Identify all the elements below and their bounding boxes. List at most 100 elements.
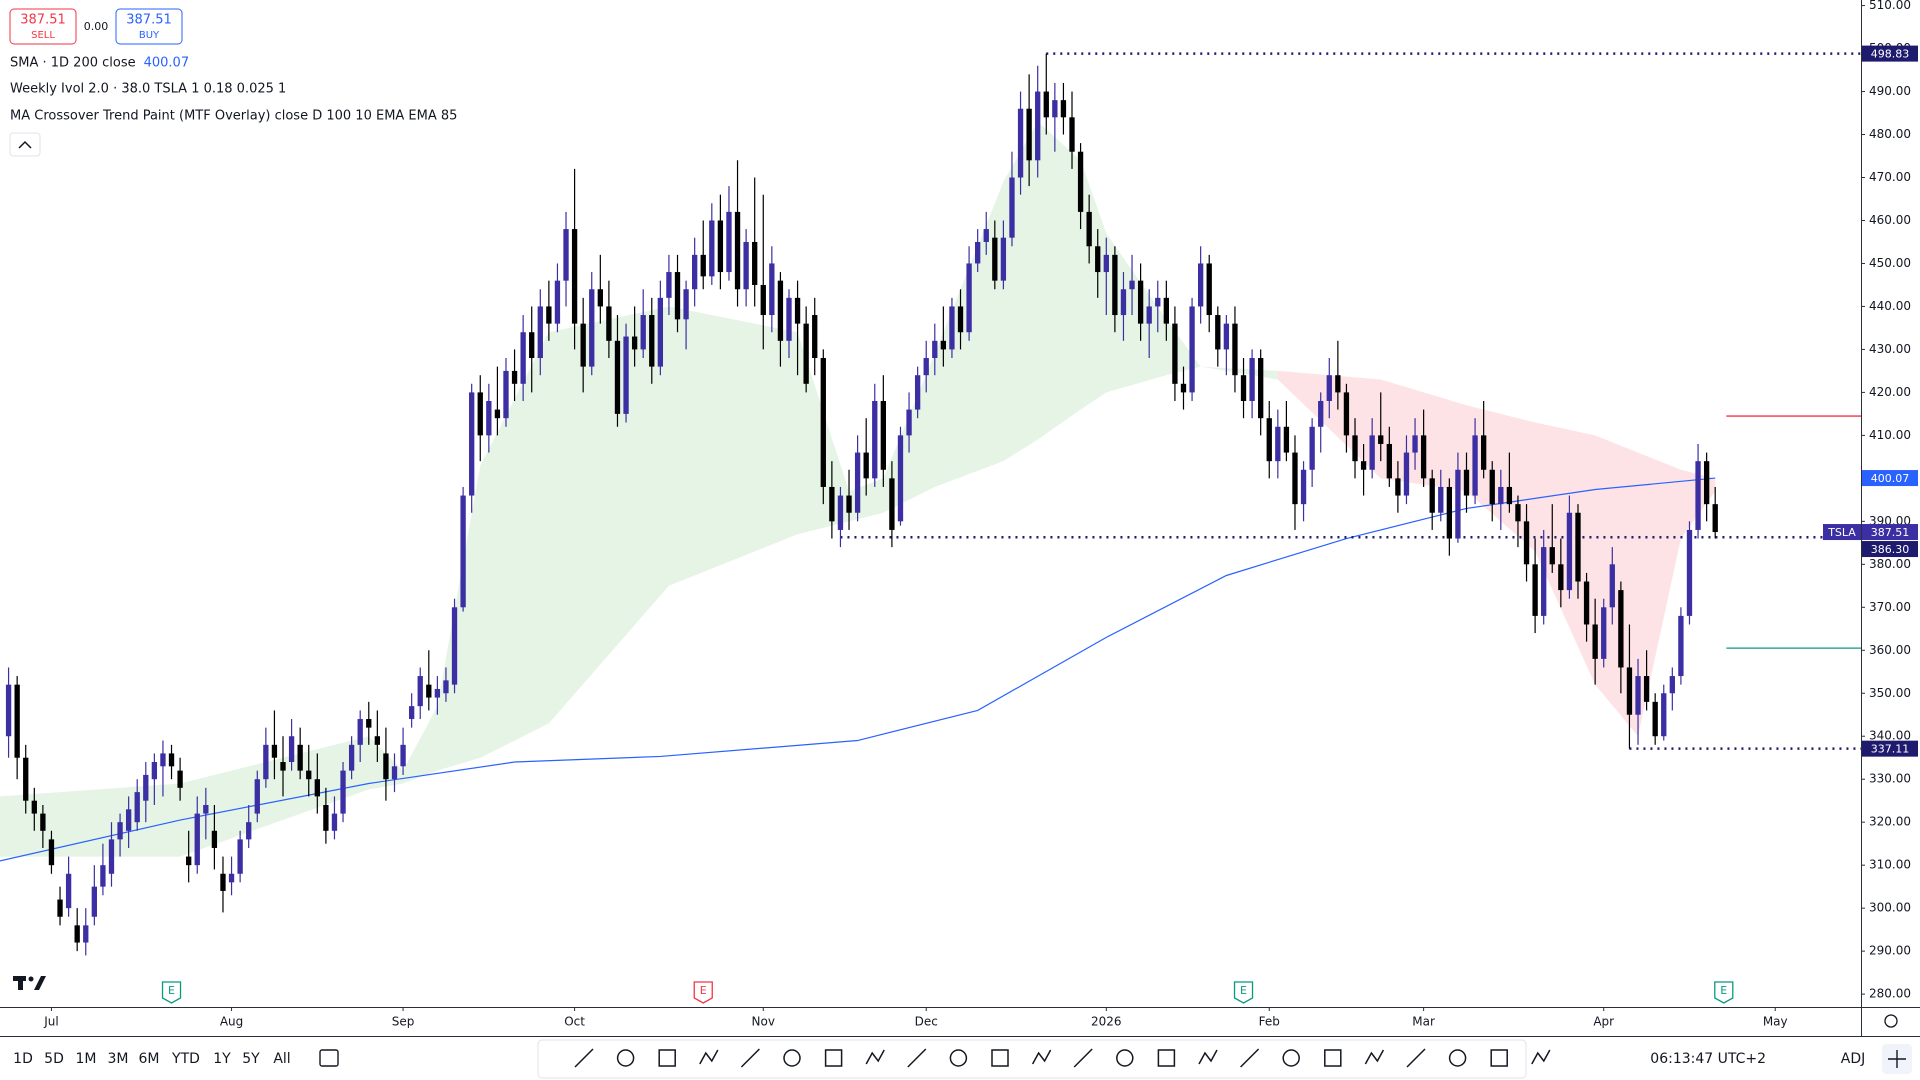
candle-body [1635,676,1641,715]
candle-body [631,336,638,350]
price-label: 400.07 [1871,472,1910,485]
drawing-tool[interactable] [1031,1049,1052,1065]
candle-body [1240,375,1247,401]
tool-icon [1406,1048,1426,1068]
candle-body [1378,435,1384,444]
price-label-box [1862,524,1918,541]
drawing-tool[interactable] [1448,1049,1467,1067]
candle-body [854,452,861,513]
candle-body [1686,529,1693,616]
tool-icon [1364,1049,1385,1065]
candle-body [1583,581,1590,625]
drawing-tool[interactable] [1364,1049,1385,1065]
sell-button[interactable] [9,8,77,45]
drawing-tool[interactable] [1324,1049,1342,1067]
candle-body [589,289,595,367]
candle-body [1626,667,1633,715]
drawing-tool[interactable] [783,1049,801,1067]
drawing-tool[interactable] [699,1049,719,1065]
range-button[interactable]: 1D [13,1051,33,1067]
settings-icon[interactable] [1884,1014,1898,1028]
drawing-tool[interactable] [824,1049,843,1067]
date-range-icon[interactable] [319,1049,339,1067]
candle-body [1523,521,1530,565]
candle-body [1223,323,1230,350]
x-tick-label: Jul [43,1015,58,1029]
candle-body [1000,237,1007,281]
candle-body [1395,478,1401,496]
candle-body [451,607,458,685]
drawing-tool[interactable] [574,1048,594,1068]
candle-body [460,495,466,608]
range-button[interactable]: 1Y [213,1051,231,1067]
earnings-marker [1714,981,1734,1004]
candle-body [340,770,346,814]
candle-body [666,272,672,298]
range-button[interactable]: 5Y [242,1051,260,1067]
candle-body [571,229,578,324]
candle-body [1292,452,1298,505]
buy-button[interactable] [115,8,183,45]
drawing-tool[interactable] [658,1049,676,1067]
x-tick-label: 2026 [1091,1015,1122,1029]
candle-body [1652,701,1658,737]
candle-body [1412,435,1418,453]
adj-button[interactable]: ADJ [1841,1051,1866,1067]
collapse-button[interactable] [9,132,41,157]
y-tick-label: 330.00 [1869,772,1911,786]
candle-body [674,272,681,320]
candle-body [366,719,372,728]
candle-body [426,684,432,698]
drawing-tool[interactable] [1490,1049,1508,1067]
candle-body [812,315,818,359]
candle-body [1017,108,1024,178]
range-button[interactable]: 5D [44,1051,64,1067]
candle-body [1086,211,1092,247]
drawing-tool[interactable] [865,1049,885,1065]
range-button[interactable]: 3M [108,1051,129,1067]
tool-icon [616,1049,635,1067]
candle-body [1120,289,1127,316]
range-button[interactable]: 6M [139,1051,160,1067]
drawing-tool[interactable] [991,1049,1009,1067]
price-label: 337.11 [1871,743,1910,756]
price-label-box [1862,740,1918,757]
candle-body [992,237,998,281]
drawing-tool[interactable] [1073,1048,1093,1068]
candle-body [932,340,938,359]
drawing-tool[interactable] [1157,1049,1176,1067]
candle-body [717,220,724,273]
candle-body [1052,100,1058,118]
drawing-tool[interactable] [1282,1049,1300,1067]
earnings-marker [161,981,182,1004]
candle-body [31,800,37,814]
drawing-tool[interactable] [949,1049,968,1067]
range-button[interactable]: 1M [76,1051,97,1067]
drawing-tool[interactable] [1240,1048,1260,1068]
drawing-tool[interactable] [1406,1048,1426,1068]
candle-body [1643,676,1650,702]
buy-label: BUY [139,30,160,41]
candle-body [1558,564,1564,591]
candle-body [529,332,535,359]
candle-body [872,400,878,479]
y-tick-label: 460.00 [1869,213,1911,227]
candle-body [786,297,792,341]
drawing-tool[interactable] [1116,1049,1134,1067]
range-button[interactable]: All [273,1051,290,1067]
drawing-tool[interactable] [907,1048,927,1068]
y-tick-label: 340.00 [1869,729,1911,743]
drawing-tool[interactable] [1531,1049,1551,1065]
drawing-tool[interactable] [740,1048,760,1068]
drawing-tool[interactable] [616,1049,635,1067]
candle-body [803,323,809,384]
candle-body [580,323,586,367]
x-tick-label: Feb [1259,1015,1280,1029]
candle-body [383,753,389,780]
range-button[interactable]: YTD [171,1051,200,1067]
candle-body [1661,693,1667,737]
candle-body [940,340,947,350]
candle-body [280,762,286,771]
candle-body [1326,375,1332,401]
drawing-tool[interactable] [1198,1049,1218,1065]
